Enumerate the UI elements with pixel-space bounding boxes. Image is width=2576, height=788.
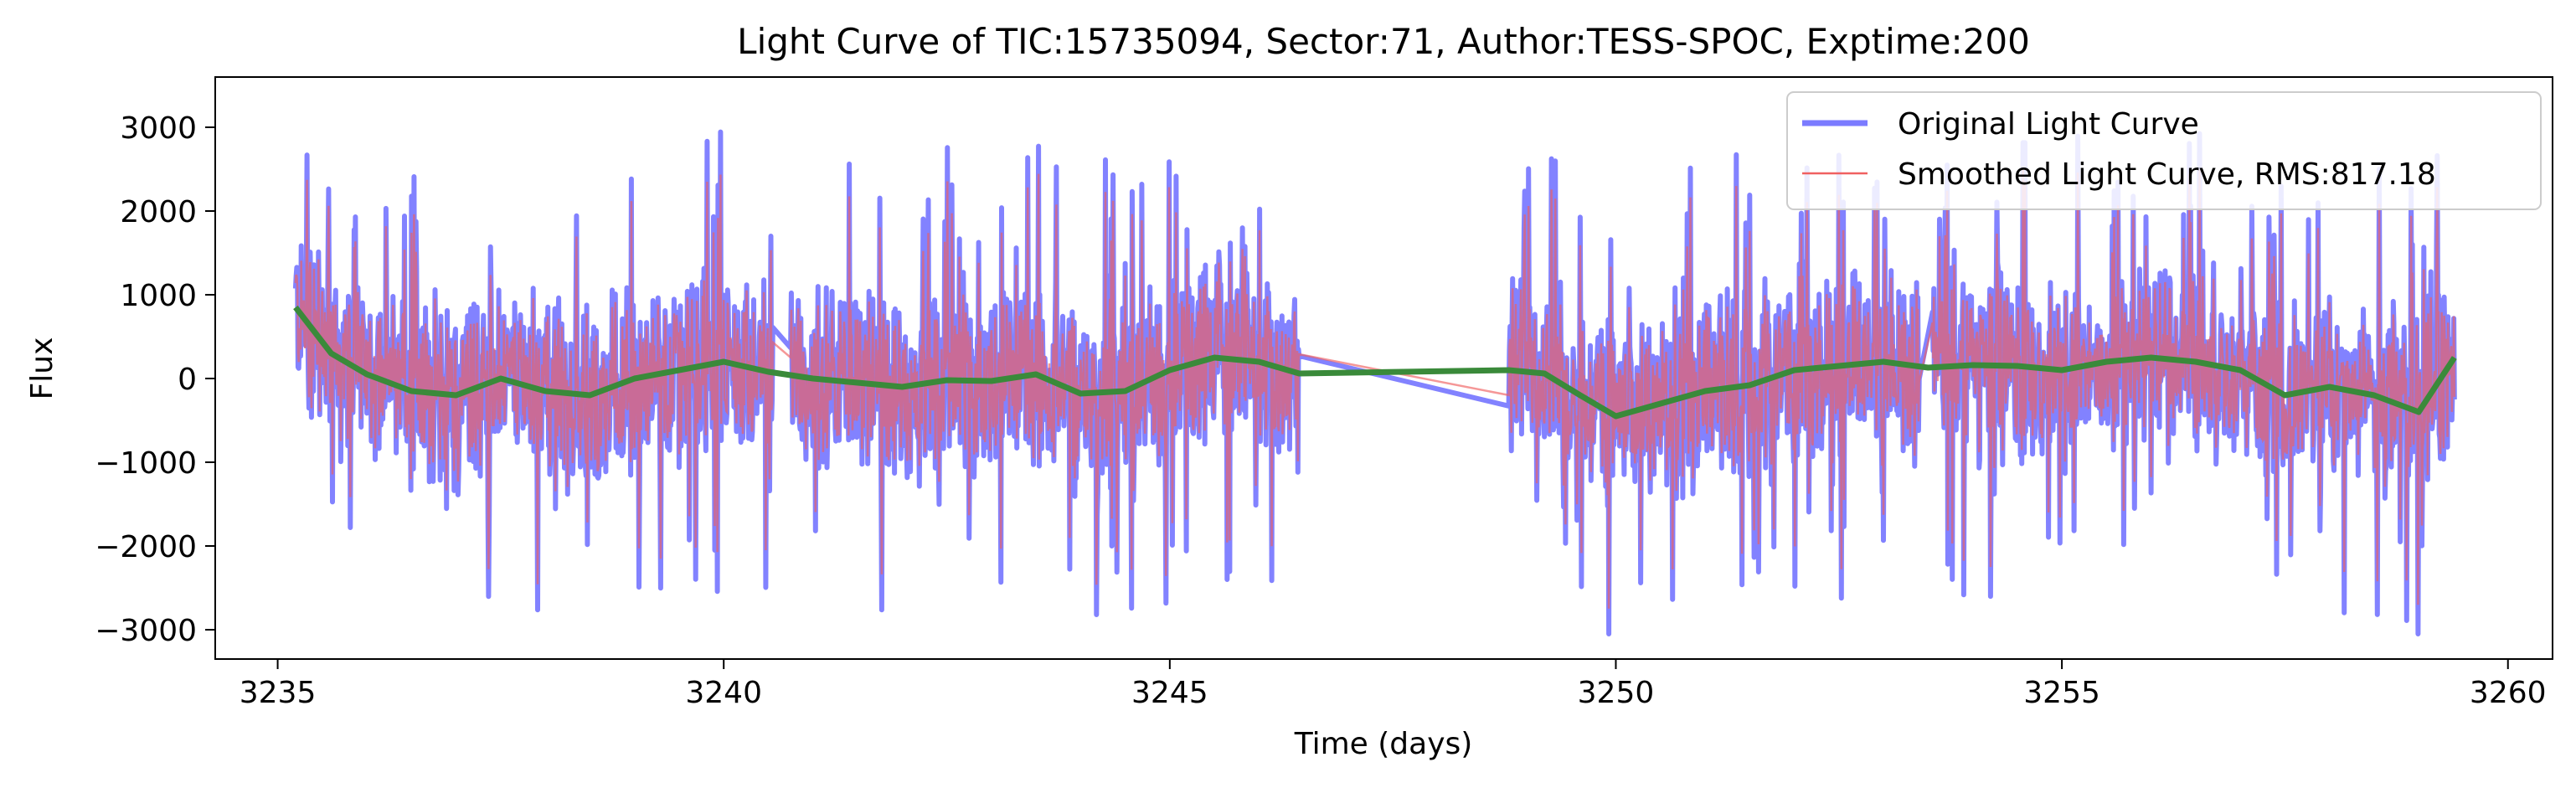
y-tick-label-5: 2000 xyxy=(120,195,197,229)
y-tick-label-4: 1000 xyxy=(120,279,197,313)
y-tick-label-1: −2000 xyxy=(95,530,197,564)
y-tick-label-3: 0 xyxy=(178,363,197,397)
x-tick-label-0: 3235 xyxy=(240,676,317,710)
y-axis-label: Flux xyxy=(25,337,59,400)
x-tick-label-1: 3240 xyxy=(685,676,762,710)
x-tick-label-2: 3245 xyxy=(1131,676,1208,710)
x-tick-label-4: 3255 xyxy=(2023,676,2100,710)
chart-title: Light Curve of TIC:15735094, Sector:71, … xyxy=(737,21,2030,62)
x-axis: 3235 3240 3245 3250 3255 3260 xyxy=(240,659,2547,710)
y-tick-label-6: 3000 xyxy=(120,111,197,146)
x-tick-label-3: 3250 xyxy=(1578,676,1655,710)
series-layer xyxy=(292,129,2457,636)
legend-label-smoothed: Smoothed Light Curve, RMS:817.18 xyxy=(1898,157,2436,192)
series-trend xyxy=(293,305,2457,420)
x-tick-label-5: 3260 xyxy=(2470,676,2547,710)
y-tick-label-2: −1000 xyxy=(95,446,197,481)
series-smoothed-light-curve xyxy=(294,169,2456,609)
y-tick-label-0: −3000 xyxy=(95,614,197,648)
legend-label-original: Original Light Curve xyxy=(1898,107,2199,142)
plot-frame xyxy=(214,76,2553,660)
legend: Original Light Curve Smoothed Light Curv… xyxy=(1786,91,2542,210)
y-axis: −3000 −2000 −1000 0 1000 2000 3000 xyxy=(95,111,215,648)
legend-box xyxy=(1786,91,2542,210)
x-axis-label: Time (days) xyxy=(1294,727,1473,761)
